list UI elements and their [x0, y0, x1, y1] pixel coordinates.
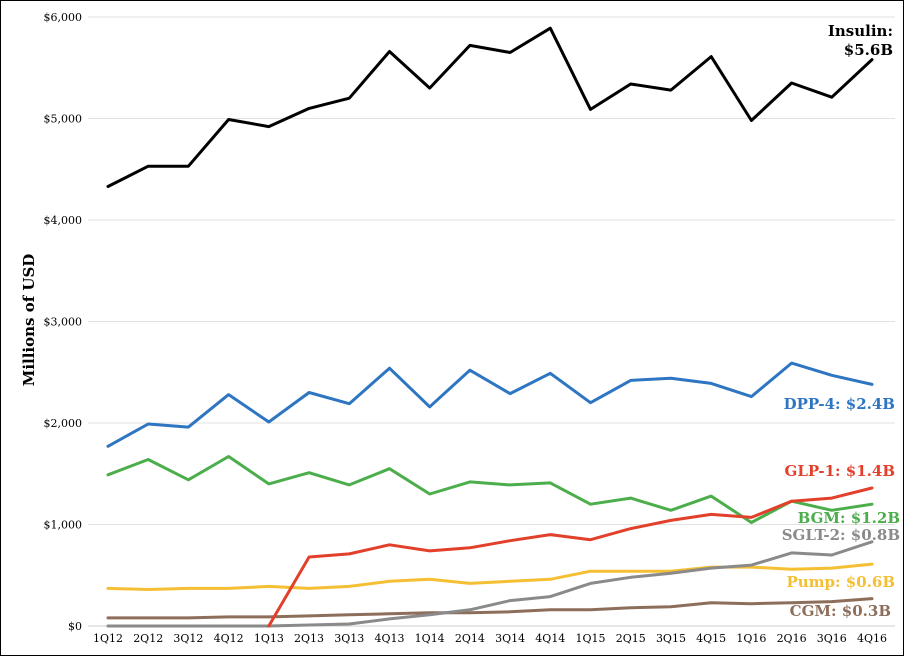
x-tick-label: 1Q14 — [415, 632, 445, 645]
y-tick-label: $0 — [68, 620, 82, 633]
series-line-glp-1 — [267, 486, 874, 628]
x-tick-label: 1Q12 — [93, 632, 123, 645]
series-line-sglt-2 — [106, 540, 874, 628]
series-lines — [106, 26, 874, 628]
series-labels: Insulin:$5.6B DPP-4: $2.4B GLP-1: $1.4B BGM… — [782, 22, 900, 620]
x-tick-label: 4Q16 — [857, 632, 887, 645]
x-tick-label: 4Q14 — [535, 632, 565, 645]
x-tick-label: 2Q16 — [777, 632, 807, 645]
y-tick-label: $2,000 — [44, 417, 83, 430]
series-label-dpp-4: DPP-4: $2.4B — [784, 395, 895, 413]
series-line-insulin — [106, 26, 874, 188]
series-label-glp-1: GLP-1: $1.4B — [785, 462, 895, 480]
series-line-bgm — [106, 455, 874, 524]
y-axis-ticks: $0 $1,000 $2,000 $3,000 $4,000 $5,000 $6,000 — [44, 11, 83, 633]
series-label-sglt-2: SGLT-2: $0.8B — [782, 526, 900, 544]
y-tick-label: $1,000 — [44, 519, 83, 532]
x-tick-label: 1Q13 — [254, 632, 284, 645]
series-label-bgm: BGM: $1.2B — [798, 509, 900, 527]
y-tick-label: $3,000 — [44, 316, 83, 329]
y-tick-label: $4,000 — [44, 214, 83, 227]
x-tick-label: 4Q15 — [696, 632, 726, 645]
x-tick-label: 3Q12 — [173, 632, 203, 645]
x-tick-label: 3Q15 — [656, 632, 686, 645]
series-line-pump — [106, 562, 874, 591]
x-tick-label: 1Q15 — [576, 632, 606, 645]
x-tick-label: 3Q16 — [817, 632, 847, 645]
series-label-insulin: Insulin: — [828, 22, 893, 40]
x-tick-label: 2Q15 — [616, 632, 646, 645]
x-tick-label: 1Q16 — [736, 632, 766, 645]
x-tick-label: 4Q13 — [374, 632, 404, 645]
x-tick-label: 2Q12 — [133, 632, 163, 645]
x-tick-label: 3Q14 — [495, 632, 525, 645]
series-label-insulin: $5.6B — [844, 41, 893, 59]
series-line-cgm — [106, 597, 874, 620]
x-tick-label: 3Q13 — [334, 632, 364, 645]
x-tick-label: 4Q12 — [214, 632, 244, 645]
y-tick-label: $5,000 — [44, 113, 83, 126]
series-label-pump: Pump: $0.6B — [786, 573, 895, 591]
x-tick-label: 2Q13 — [294, 632, 324, 645]
x-axis-ticks: 1Q12 2Q12 3Q12 4Q12 1Q13 2Q13 3Q13 4Q13 1Q14 2Q14… — [93, 632, 887, 645]
x-tick-label: 2Q14 — [455, 632, 485, 645]
series-line-dpp-4 — [106, 361, 874, 448]
y-tick-label: $6,000 — [44, 11, 83, 24]
y-axis-title: Millions of USD — [20, 254, 38, 387]
gridlines — [88, 16, 895, 627]
series-label-cgm: CGM: $0.3B — [790, 602, 891, 620]
